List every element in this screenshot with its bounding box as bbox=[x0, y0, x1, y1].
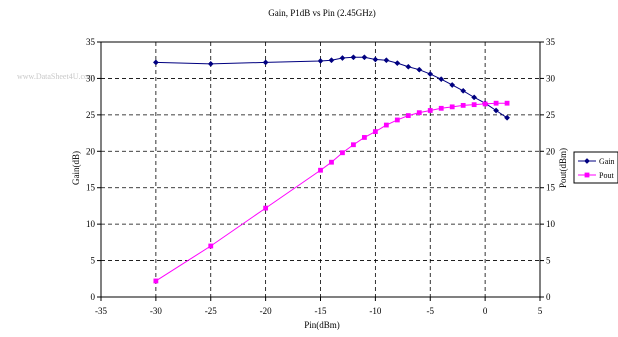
pout-point bbox=[263, 205, 269, 211]
y2-axis-label: Pout(dBm) bbox=[558, 148, 568, 188]
gain-point bbox=[207, 60, 214, 67]
pout-point bbox=[394, 117, 400, 123]
gain-point bbox=[438, 76, 445, 83]
y2-tick-label: 15 bbox=[546, 183, 556, 193]
gain-point bbox=[372, 56, 379, 63]
gain-point bbox=[152, 59, 159, 66]
pout-point bbox=[340, 150, 345, 156]
legend: Gain Pout bbox=[573, 151, 618, 184]
gain-point bbox=[427, 71, 434, 78]
x-tick-label: -35 bbox=[95, 306, 107, 316]
y2-tick-label: 20 bbox=[546, 146, 556, 156]
pout-point bbox=[460, 102, 466, 108]
pout-legend-label: Pout bbox=[599, 171, 614, 180]
y2-tick-label: 25 bbox=[546, 110, 556, 120]
y-axis-label: Gain(dB) bbox=[71, 151, 81, 185]
pout-point bbox=[351, 142, 356, 148]
gain-point bbox=[504, 114, 511, 121]
gain-point bbox=[493, 107, 500, 114]
pout-point bbox=[362, 135, 367, 140]
pout-point bbox=[153, 278, 159, 284]
y-tick-label: 5 bbox=[91, 256, 96, 266]
y-tick-label: 15 bbox=[86, 183, 96, 193]
series-layer bbox=[152, 54, 511, 284]
pout-point bbox=[329, 159, 334, 165]
y-tick-label: 35 bbox=[86, 37, 96, 47]
y2-tick-label: 0 bbox=[546, 292, 551, 302]
watermark-text: www.DataSheet4U.com bbox=[17, 72, 95, 81]
pout-point bbox=[471, 102, 477, 108]
y-tick-label: 30 bbox=[86, 73, 96, 83]
y-tick-label: 0 bbox=[91, 292, 96, 302]
pout-point bbox=[438, 105, 444, 111]
y2-tick-label: 10 bbox=[546, 219, 556, 229]
gain-point bbox=[383, 57, 390, 64]
y2-tick-label: 35 bbox=[546, 37, 556, 47]
pout-point bbox=[208, 243, 214, 249]
gain-legend-label: Gain bbox=[599, 157, 615, 166]
pout-point bbox=[449, 104, 455, 110]
pout-point bbox=[427, 108, 433, 113]
pout-point bbox=[405, 113, 411, 118]
x-tick-label: 5 bbox=[538, 306, 543, 316]
pout-point bbox=[482, 101, 488, 107]
gain-point bbox=[449, 82, 456, 88]
x-tick-label: -15 bbox=[315, 306, 327, 316]
gain-point bbox=[262, 59, 269, 66]
x-tick-label: -20 bbox=[260, 306, 272, 316]
pout-point bbox=[416, 110, 422, 116]
pout-point bbox=[372, 129, 378, 135]
x-tick-label: -30 bbox=[150, 306, 162, 316]
gain-point bbox=[361, 54, 368, 61]
axes-layer: -35 -30 -25 -20 -15 -10 -5 0 5051015202530350510… bbox=[86, 37, 556, 316]
y2-tick-label: 5 bbox=[546, 256, 551, 266]
pout-point bbox=[504, 100, 510, 106]
y-tick-label: 10 bbox=[86, 219, 96, 229]
pout-series-line bbox=[155, 102, 508, 282]
legend-box bbox=[573, 151, 618, 184]
gain-legend-marker bbox=[584, 158, 590, 164]
gain-point bbox=[405, 63, 412, 70]
x-tick-label: 0 bbox=[483, 306, 488, 316]
pout-point bbox=[493, 100, 499, 106]
pout-point bbox=[383, 122, 389, 128]
gain-point bbox=[416, 66, 423, 73]
pout-legend-marker bbox=[584, 172, 590, 178]
pout-point bbox=[318, 167, 323, 173]
x-axis-label: Pin(dBm) bbox=[304, 320, 340, 330]
gain-point bbox=[460, 87, 467, 94]
gain-point bbox=[317, 57, 324, 64]
y-tick-label: 20 bbox=[86, 146, 96, 156]
grid-layer bbox=[101, 42, 540, 297]
gain-point bbox=[339, 55, 346, 61]
gain-point bbox=[471, 94, 478, 101]
y2-tick-label: 30 bbox=[546, 73, 556, 83]
gain-point bbox=[394, 60, 401, 67]
chart-title: Gain, P1dB vs Pin (2.45GHz) bbox=[268, 8, 376, 18]
x-tick-label: -5 bbox=[427, 306, 435, 316]
gain-point bbox=[350, 54, 357, 61]
gain-point bbox=[328, 57, 335, 64]
x-tick-label: -25 bbox=[205, 306, 217, 316]
y-tick-label: 25 bbox=[86, 110, 96, 120]
legend-items: Gain Pout bbox=[578, 157, 615, 180]
x-tick-label: -10 bbox=[369, 306, 381, 316]
